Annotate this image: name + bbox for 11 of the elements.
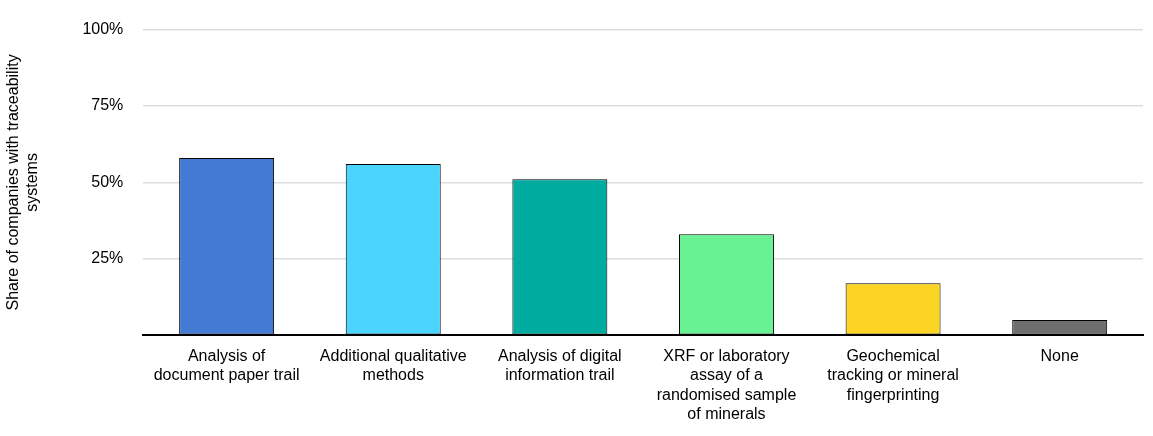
y-tick-label: 100% [82,20,124,38]
x-tick-label: None [1040,347,1079,365]
y-tick-label: 75% [91,96,124,114]
x-tick-label: XRF or laboratory assay of a randomised sample of minerals [656,347,797,422]
y-tick-label: 25% [91,249,124,267]
x-tick-label: Analysis of document paper trail [153,347,300,384]
x-tick-label: Analysis of digital information trail [498,347,622,384]
y-tick-label: 50% [91,172,124,190]
y-axis-title: Share of companies with traceability systems [4,54,41,311]
x-tick-label: Additional qualitative methods [319,347,467,384]
x-tick-label: Geochemical tracking or mineral fingerprinting [827,347,959,403]
